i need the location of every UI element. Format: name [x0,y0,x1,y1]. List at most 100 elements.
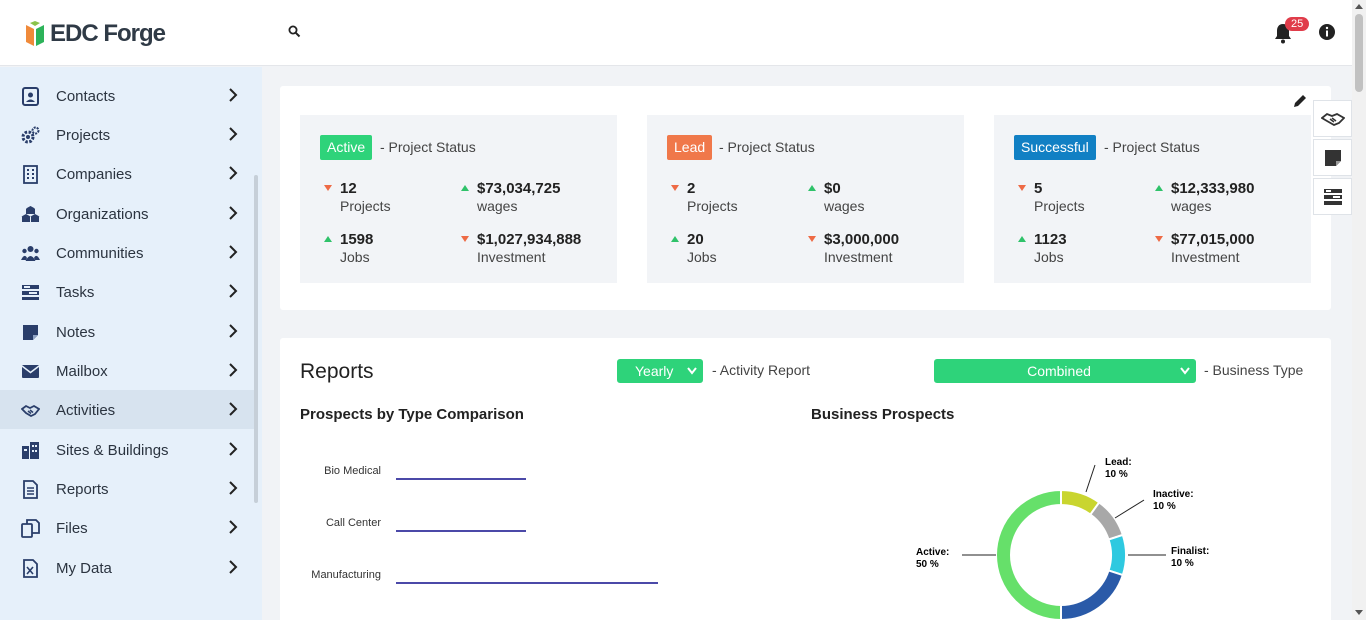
business-prospects-donut-chart: Lead:10 %Inactive:10 %Finalist:10 %Activ… [916,457,1209,620]
gears-icon [21,126,40,144]
sidebar-item-label: Reports [56,481,109,498]
bar-chart-title: Prospects by Type Comparison [300,406,524,423]
slice-label: Finalist: [1171,546,1209,557]
stat-value: $12,333,980 [1171,180,1255,197]
down-arrow-icon [808,236,816,242]
wages-stat: $73,034,725 wages [461,180,561,214]
sidebar: Contacts Projects Companies Organization… [0,67,262,620]
bar[interactable] [396,478,526,480]
stat-label: wages [824,198,865,214]
bar[interactable] [396,530,526,532]
sidebar-item-reports[interactable]: Reports [0,469,255,508]
info-icon[interactable] [1318,23,1336,41]
projects-stat: 5 Projects [1018,180,1085,214]
logo-mark-icon [26,21,44,46]
status-card-active: Active - Project Status 12 Projects $73,0… [300,115,617,283]
sidebar-item-label: Organizations [56,206,149,223]
pencil-icon[interactable] [1293,94,1307,108]
page-scrollbar-thumb[interactable] [1355,14,1363,92]
business-type-value: Combined [1027,363,1091,379]
sidebar-item-label: Files [56,520,88,537]
stat-value: $77,015,000 [1171,231,1255,248]
donut-slice[interactable] [1107,533,1127,577]
sidebar-item-projects[interactable]: Projects [0,115,255,154]
stat-value: $73,034,725 [477,180,561,197]
sidebar-item-contacts[interactable]: Contacts [0,76,255,115]
sidebar-item-activities[interactable]: Activities [0,390,255,429]
sidebar-item-label: Contacts [56,88,116,105]
donut-slice[interactable] [1088,501,1125,541]
sidebar-item-label: Sites & Buildings [56,442,169,459]
report-file-icon [23,480,38,499]
chevron-right-icon [229,127,238,141]
sidebar-item-my-data[interactable]: My Data [0,548,255,587]
stat-value: 1598 [340,231,374,248]
status-card-successful: Successful - Project Status 5 Projects $1… [994,115,1311,283]
sidebar-scrollbar[interactable] [254,175,258,503]
chevron-right-icon [229,324,238,338]
quick-activities-button[interactable] [1313,100,1352,137]
chevron-right-icon [229,442,238,456]
sidebar-item-companies[interactable]: Companies [0,154,255,193]
sidebar-item-files[interactable]: Files [0,508,255,547]
sidebar-item-tasks[interactable]: Tasks [0,272,255,311]
chevron-down-icon [687,367,697,375]
chevron-right-icon [229,402,238,416]
slice-percent-label: 10 % [1105,469,1128,480]
period-select-label: - Activity Report [712,362,811,378]
down-arrow-icon [1155,236,1163,242]
notification-badge: 25 [1285,17,1310,31]
chevron-right-icon [229,560,238,574]
stat-value: $0 [824,180,841,197]
app-logo[interactable]: EDC Forge [24,20,166,48]
sidebar-item-notes[interactable]: Notes [0,312,255,351]
up-arrow-icon [1018,236,1026,242]
chevron-right-icon [229,206,238,220]
business-type-select[interactable]: Combined [934,359,1196,383]
down-arrow-icon [324,185,332,191]
period-select-value: Yearly [635,363,674,379]
scroll-down-icon[interactable] [1355,610,1363,616]
up-arrow-icon [808,185,816,191]
slice-percent-label: 10 % [1171,558,1194,569]
sidebar-item-mailbox[interactable]: Mailbox [0,351,255,390]
down-arrow-icon [671,185,679,191]
slice-leader-line [1114,499,1145,519]
donut-slice[interactable] [995,488,1062,620]
projects-stat: 12 Projects [324,180,391,214]
sidebar-item-sites-buildings[interactable]: Sites & Buildings [0,430,255,469]
donut-slice[interactable] [1060,569,1125,620]
page-scrollbar[interactable] [1352,0,1366,620]
status-card-lead: Lead - Project Status 2 Projects $0 wages … [647,115,964,283]
stat-value: 5 [1034,180,1043,197]
slice-label: Lead: [1105,457,1132,468]
stat-value: $3,000,000 [824,231,900,248]
investment-stat: $1,027,934,888 Investment [461,231,581,265]
stat-label: Jobs [1034,249,1064,265]
stat-label: wages [477,198,518,214]
down-arrow-icon [1018,185,1026,191]
bar-category-label: Bio Medical [324,465,381,477]
envelope-icon [21,365,40,378]
chevron-right-icon [229,284,238,298]
donut-chart-title: Business Prospects [811,406,955,423]
stat-label: Projects [340,198,391,214]
bar[interactable] [396,582,658,584]
jobs-stat: 1123 Jobs [1018,231,1067,265]
investment-stat: $3,000,000 Investment [808,231,900,265]
chevron-right-icon [229,166,238,180]
stat-label: Investment [824,249,893,265]
chevron-right-icon [229,363,238,377]
wages-stat: $0 wages [808,180,865,214]
sidebar-item-label: Notes [56,324,96,341]
quick-notes-button[interactable] [1313,139,1352,176]
sidebar-item-label: My Data [56,560,112,577]
search-icon[interactable] [288,25,301,38]
quick-tasks-button[interactable] [1313,178,1352,215]
scroll-up-icon[interactable] [1355,3,1363,9]
sidebar-item-organizations[interactable]: Organizations [0,194,255,233]
sidebar-item-label: Mailbox [56,363,108,380]
period-select[interactable]: Yearly [617,359,703,383]
chevron-right-icon [229,520,238,534]
sidebar-item-communities[interactable]: Communities [0,233,255,272]
